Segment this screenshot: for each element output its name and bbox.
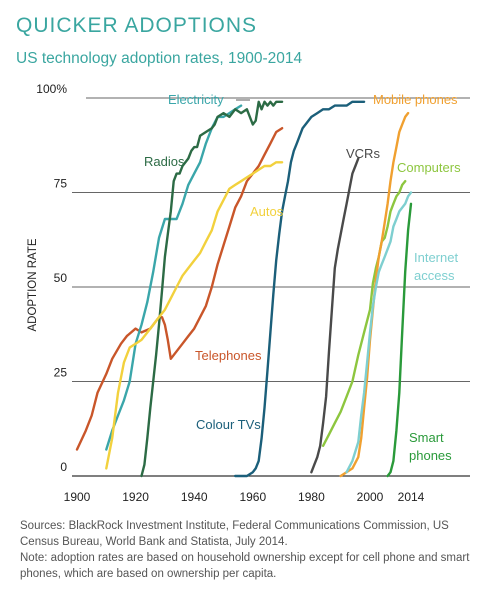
series-line-autos: [105, 161, 284, 470]
x-tick-label: 2000: [357, 490, 384, 504]
x-tick-label: 1900: [64, 490, 91, 504]
chart-notes: Sources: BlackRock Investment Institute,…: [20, 518, 480, 582]
series-lines: [75, 100, 413, 478]
series-label-electricity: Electricity: [168, 92, 224, 107]
series-labels: Telephones Electricity Radios Autos Colour T…: [144, 92, 461, 463]
series-label-mobile-phones: Mobile phones: [373, 92, 458, 107]
series-line-vcrs: [310, 157, 360, 474]
series-line-smart-phones: [386, 202, 413, 478]
y-axis-ticks: 0 25 50 75 100%: [36, 82, 67, 474]
line-chart: 0 25 50 75 100% 1900 1920 1940 1960 1980 2000 2014…: [27, 82, 470, 504]
chart-title: QUICKER ADOPTIONS: [16, 14, 258, 37]
series-label-radios: Radios: [144, 154, 185, 169]
series-line-telephones: [75, 126, 284, 451]
series-label-colour-tvs: Colour TVs: [196, 417, 261, 432]
sources-note: Sources: BlackRock Investment Institute,…: [20, 520, 449, 548]
series-label-vcrs: VCRs: [346, 146, 380, 161]
y-tick-label: 25: [54, 366, 68, 380]
series-line-computers: [321, 180, 407, 447]
chart-subtitle: US technology adoption rates, 1900-2014: [16, 50, 303, 67]
x-axis-ticks: 1900 1920 1940 1960 1980 2000 2014: [64, 490, 425, 504]
y-axis-label: ADOPTION RATE: [27, 238, 39, 331]
series-line-internet-access: [345, 191, 413, 474]
x-tick-label: 1920: [122, 490, 149, 504]
y-tick-label: 75: [54, 177, 68, 191]
series-label-smart-phones: Smart phones: [409, 430, 452, 463]
x-tick-label: 1980: [298, 490, 325, 504]
y-tick-label: 50: [54, 271, 68, 285]
ownership-note: Note: adoption rates are based on househ…: [20, 552, 470, 580]
series-label-telephones: Telephones: [195, 348, 262, 363]
series-label-autos: Autos: [250, 204, 284, 219]
y-tick-label: 100%: [36, 82, 67, 96]
y-tick-label: 0: [60, 460, 67, 474]
series-line-colour-tvs: [234, 100, 366, 478]
series-line-mobile-phones: [339, 111, 410, 478]
series-label-computers: Computers: [397, 160, 461, 175]
x-tick-label: 1960: [239, 490, 266, 504]
series-line-radios: [140, 100, 284, 478]
gridlines: [72, 97, 470, 477]
x-tick-label: 2014: [398, 490, 425, 504]
x-tick-label: 1940: [181, 490, 208, 504]
series-label-internet-access: Internet access: [414, 250, 458, 283]
